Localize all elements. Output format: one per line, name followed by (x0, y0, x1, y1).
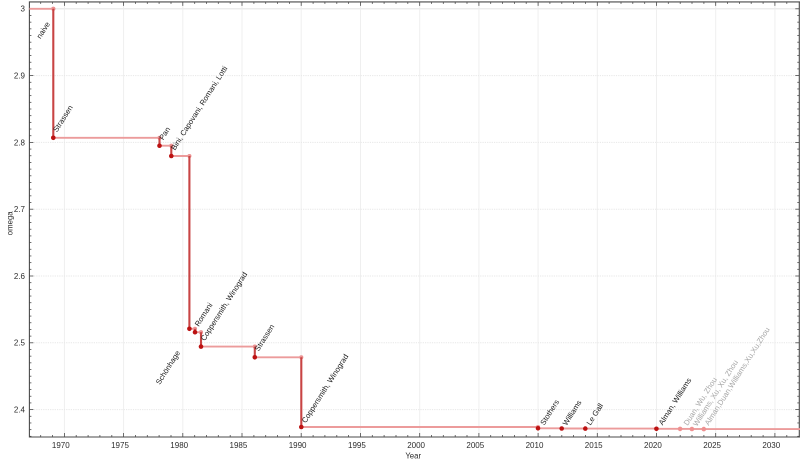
svg-text:1985: 1985 (230, 441, 248, 450)
svg-text:2.5: 2.5 (14, 339, 26, 348)
svg-text:3: 3 (21, 5, 26, 14)
svg-text:2025: 2025 (703, 441, 721, 450)
svg-text:2.8: 2.8 (14, 138, 26, 147)
svg-text:2.9: 2.9 (14, 72, 26, 81)
svg-text:2010: 2010 (526, 441, 544, 450)
svg-text:1970: 1970 (52, 441, 70, 450)
svg-text:2.6: 2.6 (14, 272, 26, 281)
svg-text:2015: 2015 (585, 441, 603, 450)
svg-text:2030: 2030 (762, 441, 780, 450)
svg-text:1990: 1990 (289, 441, 307, 450)
svg-text:2005: 2005 (466, 441, 484, 450)
svg-text:2020: 2020 (644, 441, 662, 450)
svg-text:omega: omega (5, 211, 14, 236)
svg-text:Year: Year (405, 452, 421, 460)
svg-text:2000: 2000 (407, 441, 425, 450)
svg-text:2.7: 2.7 (14, 205, 26, 214)
svg-text:1975: 1975 (111, 441, 129, 450)
svg-text:1995: 1995 (348, 441, 366, 450)
svg-text:2.4: 2.4 (14, 406, 26, 415)
svg-text:1980: 1980 (170, 441, 188, 450)
